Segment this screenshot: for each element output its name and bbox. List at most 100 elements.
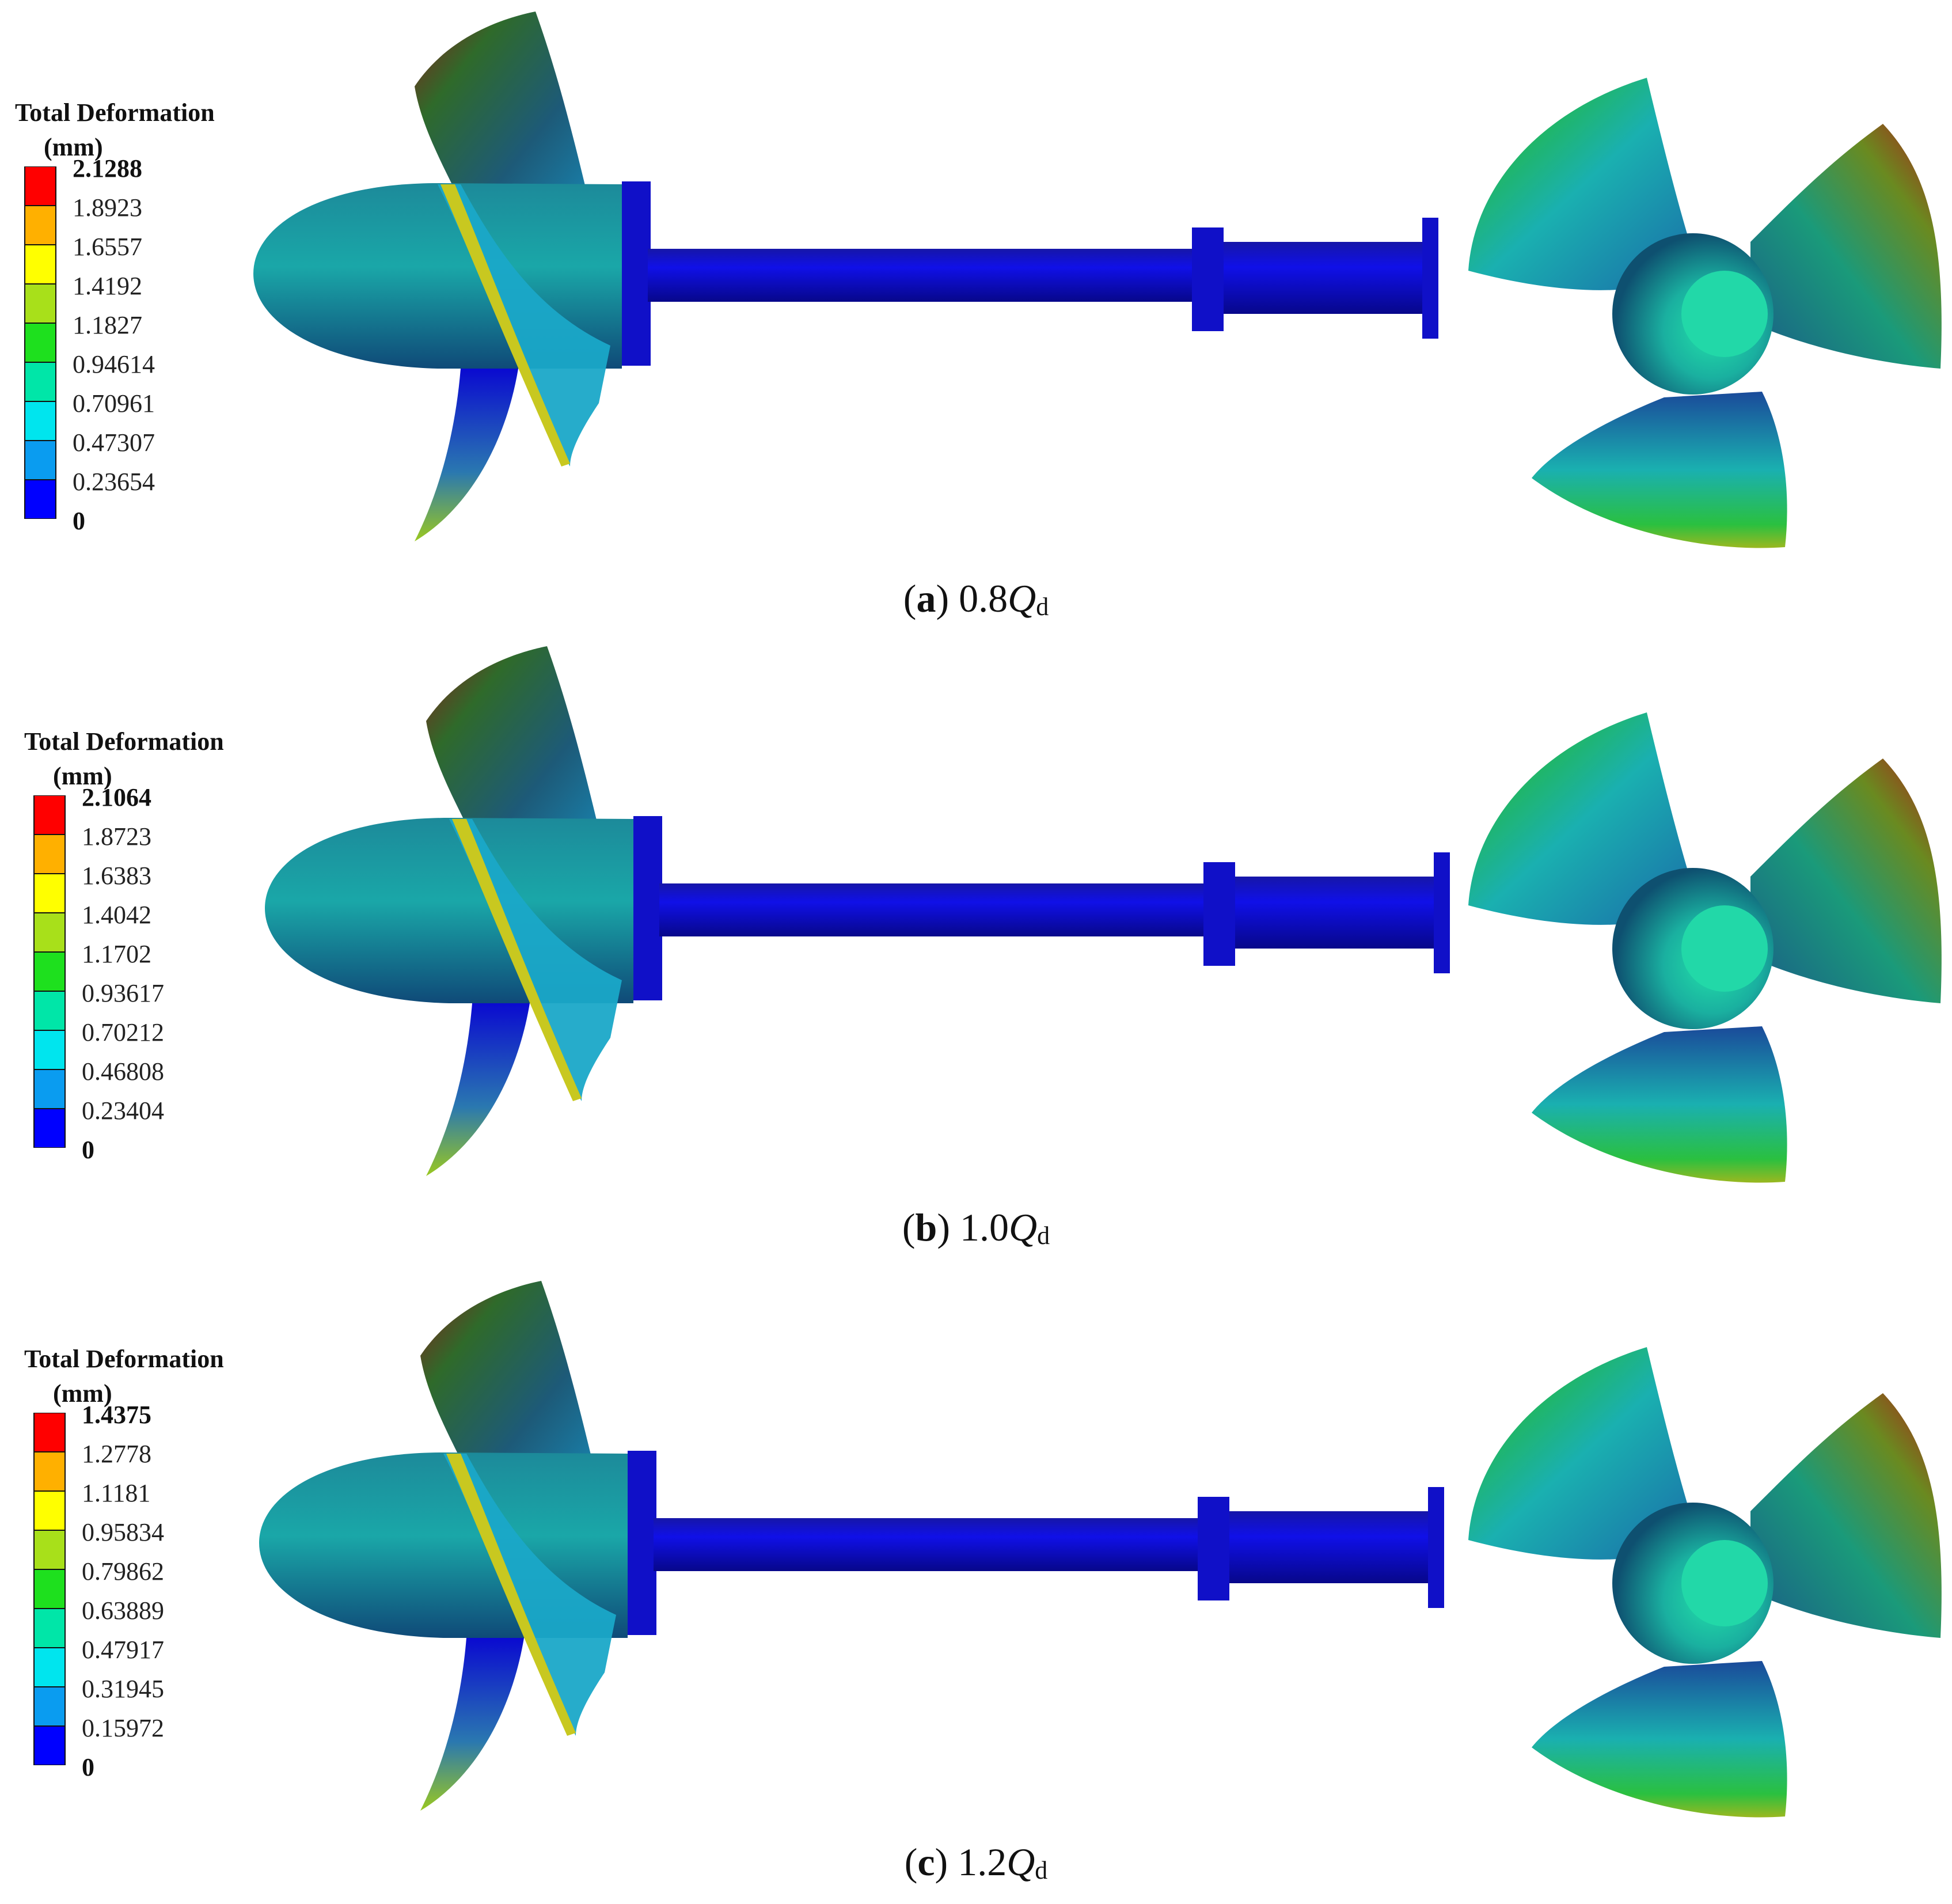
legend-c: Total Deformation (mm) 1.4375 1.2778 1.1…	[24, 1341, 266, 1781]
swatch-6	[33, 1530, 66, 1569]
front-blade-bottom	[1532, 1661, 1787, 1818]
caption-q: Q	[1008, 576, 1036, 620]
swatch-9	[24, 166, 56, 206]
tick-label: 1.4042	[82, 901, 151, 929]
blade-edge	[452, 819, 582, 1101]
front-blade-right	[1750, 1393, 1942, 1638]
tick-label: 0.63889	[82, 1596, 164, 1625]
front-blade-left	[1468, 78, 1699, 290]
shaft-end-flange	[1434, 852, 1450, 973]
panel-b: Total Deformation (mm) 2.1064 1.8723 1.6…	[0, 635, 1952, 1269]
swatch-9	[33, 1413, 66, 1452]
tick-label: 0	[82, 1753, 94, 1781]
tick-label: 0.46808	[82, 1057, 164, 1086]
tick-label: 0.23404	[82, 1097, 164, 1125]
swatch-1	[24, 480, 56, 519]
swatch-3	[24, 401, 56, 441]
caption-b: (b) 1.0Qd	[902, 1205, 1050, 1250]
front-blade-right	[1750, 758, 1942, 1003]
front-hub-cap	[1681, 271, 1768, 357]
caption-q: Q	[1009, 1205, 1038, 1249]
hub-flange	[628, 1451, 656, 1635]
swatch-8	[24, 206, 56, 245]
swatch-7	[33, 874, 66, 913]
runner-side-view	[253, 12, 1438, 541]
tick-label: 0.94614	[73, 350, 155, 378]
tick-label: 0.31945	[82, 1675, 164, 1703]
deformation-render-a	[253, 12, 1942, 548]
swatch-3	[33, 1030, 66, 1069]
tick-label: 0.23654	[73, 468, 155, 496]
runner-front-view	[1468, 78, 1942, 548]
tick-label: 1.8723	[82, 822, 151, 851]
swatch-1	[33, 1109, 66, 1148]
coupling-1	[1192, 227, 1224, 331]
front-blade-left	[1468, 1347, 1699, 1560]
caption-letter: a	[916, 576, 936, 620]
tick-label: 0.70212	[82, 1018, 164, 1046]
front-blade-bottom	[1532, 1026, 1787, 1183]
caption-value: 0.8	[959, 576, 1008, 620]
swatch-7	[33, 1491, 66, 1530]
swatch-7	[24, 245, 56, 284]
tick-label: 1.1181	[82, 1479, 151, 1507]
legend-unit: (mm)	[53, 1379, 112, 1408]
swatch-8	[33, 1452, 66, 1491]
runner-front-view	[1468, 712, 1942, 1183]
blade-edge	[446, 1454, 576, 1736]
blade-bottom	[426, 1003, 530, 1176]
swatch-2	[33, 1687, 66, 1726]
tick-label: 1.6557	[73, 233, 142, 261]
legend-title: Total Deformation	[24, 727, 224, 756]
tick-label: 0	[82, 1136, 94, 1164]
swatch-1	[33, 1726, 66, 1765]
front-blade-bottom	[1532, 392, 1787, 548]
swatch-6	[33, 913, 66, 952]
swatch-6	[24, 284, 56, 323]
front-blade-left	[1468, 712, 1699, 925]
swatch-8	[33, 835, 66, 874]
tick-label: 2.1288	[73, 154, 142, 183]
front-blade-right	[1750, 124, 1942, 369]
shaft	[648, 249, 1195, 302]
legend-title: Total Deformation	[24, 1345, 224, 1373]
hub-flange	[622, 181, 651, 366]
caption-value: 1.2	[958, 1840, 1007, 1884]
swatch-3	[33, 1648, 66, 1687]
legend-unit: (mm)	[53, 762, 112, 790]
caption-sub: d	[1035, 1856, 1048, 1884]
caption-q: Q	[1007, 1840, 1035, 1884]
blade-bottom	[415, 369, 518, 541]
shaft-end-flange	[1422, 218, 1438, 339]
tick-label: 0.79862	[82, 1557, 164, 1586]
coupling-1	[1198, 1497, 1229, 1600]
front-hub-cap	[1681, 905, 1768, 992]
legend-b: Total Deformation (mm) 2.1064 1.8723 1.6…	[24, 724, 266, 1164]
coupling-1	[1203, 862, 1235, 966]
blade-edge	[440, 184, 570, 466]
tick-label: 1.8923	[73, 194, 142, 222]
tick-label: 0.15972	[82, 1714, 164, 1742]
tick-label: 0.47917	[82, 1636, 164, 1664]
tick-label: 1.1702	[82, 940, 151, 968]
coupling-2	[1235, 877, 1437, 949]
legend-a: Total Deformation (mm) 2.1288 1.8923 1.6…	[15, 95, 257, 535]
tick-label: 1.2778	[82, 1440, 151, 1468]
swatch-4	[33, 991, 66, 1030]
caption-sub: d	[1037, 1222, 1050, 1250]
runner-front-view	[1468, 1347, 1942, 1818]
swatch-4	[24, 362, 56, 401]
tick-label: 2.1064	[82, 783, 151, 811]
legend-title: Total Deformation	[15, 98, 215, 127]
shaft	[659, 883, 1206, 936]
runner-side-view	[265, 646, 1450, 1176]
front-hub-cap	[1681, 1540, 1768, 1626]
caption-value: 1.0	[960, 1205, 1009, 1249]
tick-label: 1.4192	[73, 272, 142, 300]
tick-label: 0.93617	[82, 979, 164, 1007]
tick-label: 0.47307	[73, 428, 155, 457]
caption-a: (a) 0.8Qd	[903, 576, 1049, 621]
tick-label: 1.1827	[73, 311, 142, 339]
runner-side-view	[259, 1281, 1444, 1811]
swatch-5	[24, 323, 56, 362]
